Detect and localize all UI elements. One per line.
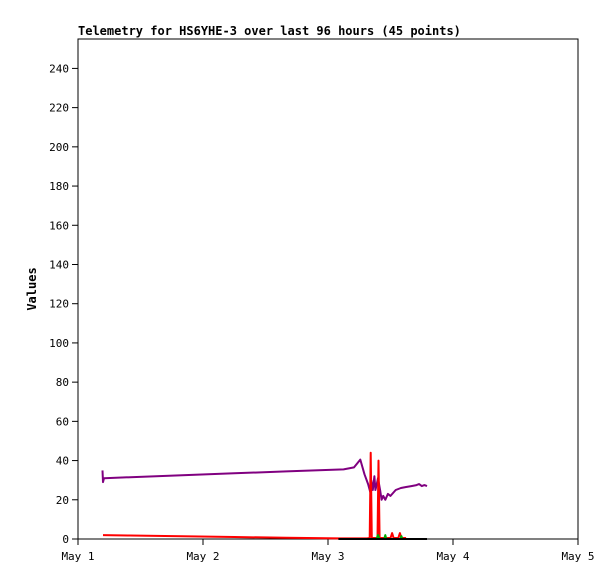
y-axis: 0 20 40 60 80 100 120 140 160 180 200 220 240: [49, 62, 78, 546]
x-tick-label: May 3: [311, 550, 344, 563]
y-tick-label: 200: [49, 141, 69, 154]
x-tick-label: May 1: [61, 550, 94, 563]
y-tick-label: 160: [49, 219, 69, 232]
x-tick-label: May 4: [436, 550, 469, 563]
y-tick-label: 60: [56, 415, 69, 428]
x-axis: May 1 May 2 May 3 May 4 May 5: [61, 539, 595, 563]
y-tick-label: 140: [49, 258, 69, 271]
y-tick-label: 120: [49, 298, 69, 311]
x-tick-label: May 2: [186, 550, 219, 563]
y-tick-label: 180: [49, 180, 69, 193]
y-tick-label: 220: [49, 102, 69, 115]
series-layer: [101, 451, 428, 540]
y-tick-label: 0: [62, 533, 69, 546]
y-tick-label: 240: [49, 62, 69, 75]
plot-frame: [77, 38, 579, 540]
series-line-1: [101, 458, 428, 501]
y-tick-label: 80: [56, 376, 69, 389]
y-axis-label: Values: [25, 267, 39, 310]
y-tick-label: 20: [56, 494, 69, 507]
series-line-3: [375, 534, 404, 540]
y-tick-label: 100: [49, 337, 69, 350]
chart-title: Telemetry for HS6YHE-3 over last 96 hour…: [78, 24, 461, 38]
y-tick-label: 40: [56, 455, 69, 468]
series-line-2: [102, 451, 407, 540]
x-tick-label: May 5: [561, 550, 594, 563]
